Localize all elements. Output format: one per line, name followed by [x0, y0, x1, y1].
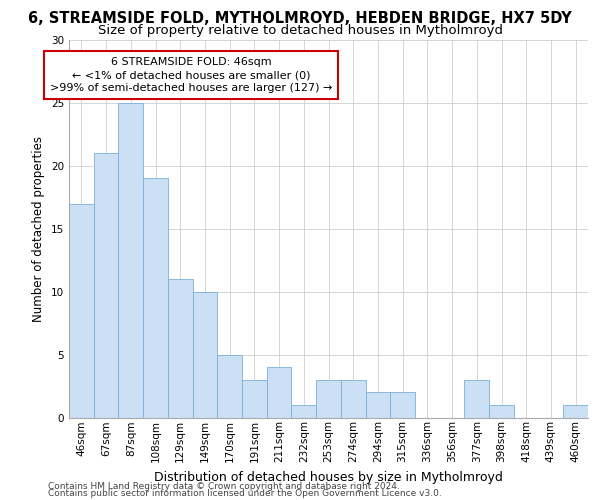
Bar — [217, 354, 242, 418]
Bar — [292, 405, 316, 417]
Bar — [365, 392, 390, 417]
Text: 6 STREAMSIDE FOLD: 46sqm
← <1% of detached houses are smaller (0)
>99% of semi-d: 6 STREAMSIDE FOLD: 46sqm ← <1% of detach… — [50, 57, 332, 94]
Bar — [193, 292, 217, 418]
Bar — [143, 178, 168, 418]
Bar — [316, 380, 341, 418]
Bar — [118, 103, 143, 418]
Bar — [563, 405, 588, 417]
Bar — [489, 405, 514, 417]
Text: 6, STREAMSIDE FOLD, MYTHOLMROYD, HEBDEN BRIDGE, HX7 5DY: 6, STREAMSIDE FOLD, MYTHOLMROYD, HEBDEN … — [28, 11, 572, 26]
Bar — [267, 367, 292, 418]
Text: Size of property relative to detached houses in Mytholmroyd: Size of property relative to detached ho… — [97, 24, 503, 37]
Bar — [69, 204, 94, 418]
Bar — [168, 279, 193, 417]
Bar — [242, 380, 267, 418]
Bar — [94, 153, 118, 417]
X-axis label: Distribution of detached houses by size in Mytholmroyd: Distribution of detached houses by size … — [154, 470, 503, 484]
Text: Contains HM Land Registry data © Crown copyright and database right 2024.: Contains HM Land Registry data © Crown c… — [48, 482, 400, 491]
Bar — [464, 380, 489, 418]
Y-axis label: Number of detached properties: Number of detached properties — [32, 136, 46, 322]
Bar — [390, 392, 415, 417]
Bar — [341, 380, 365, 418]
Text: Contains public sector information licensed under the Open Government Licence v3: Contains public sector information licen… — [48, 489, 442, 498]
